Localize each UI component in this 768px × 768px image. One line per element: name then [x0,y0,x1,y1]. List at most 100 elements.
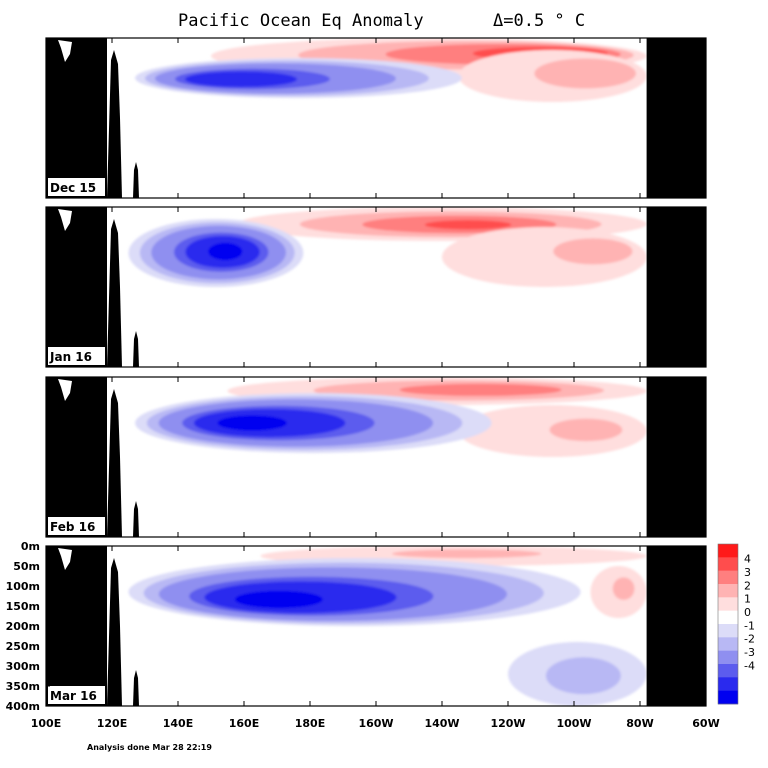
panel-frame [45,376,707,538]
panel-label: Feb 16 [50,520,95,534]
x-tick-label: 100W [556,717,591,730]
anomaly-contour-cold-3-8 [217,415,287,431]
panel-label-background [48,517,105,535]
land-island-small [133,331,139,367]
colorbar-label: -3 [744,646,755,659]
land-island-small [133,501,139,537]
colorbar-swatch [718,544,738,558]
sea-gap [58,379,72,401]
panel-label: Jan 16 [49,350,92,364]
x-tick-label: 160W [358,717,393,730]
land-island-ridge [107,389,122,537]
contour-interval: Δ=0.5 ° C [493,11,585,31]
colorbar-frame [717,543,739,705]
anomaly-contour-warm-2-3 [553,238,633,265]
anomaly-contour-cold-3-7 [194,74,265,85]
anomaly-field [128,207,647,287]
colorbar-swatch [718,677,738,691]
anomaly-field [128,546,647,706]
x-tick-label: 120E [97,717,127,730]
x-tick-label: 60W [692,717,719,730]
land-asia [46,546,107,706]
colorbar-swatch [718,570,738,585]
land-island-small [133,162,139,198]
anomaly-contour-warm-2-3 [612,577,635,600]
land-island-ridge [107,50,122,198]
colorbar-swatch [718,610,738,625]
y-tick-label: 0m [21,540,40,553]
land-americas [646,377,706,537]
panel-4: Mar 16 [45,545,707,707]
y-tick-label: 150m [6,600,40,613]
land-americas [646,38,706,198]
colorbar-label: -2 [744,633,755,646]
colorbar-label: -4 [744,659,755,672]
land-island-ridge [107,219,122,367]
panel-label-background [48,347,105,365]
panel-month-label-box: Mar 16 [48,686,105,704]
anomaly-contour-cold-3-8 [208,242,243,261]
y-tick-label: 100m [6,580,40,593]
anomaly-field [135,377,647,457]
land-asia [46,377,107,537]
panel-2: Jan 16 [45,206,707,368]
colorbar-label: 0 [744,606,751,619]
panel-label-background [48,686,105,704]
x-tick-label: 180E [295,717,325,730]
panel-label: Dec 15 [50,181,96,195]
panel-1: Dec 15 [45,37,707,199]
colorbar-label: 2 [744,579,751,592]
colorbar-swatch [718,664,738,678]
colorbar-swatch [718,637,738,651]
panel-frame [45,37,707,199]
chart-title: Pacific Ocean Eq Anomaly [178,11,424,31]
land-americas [646,207,706,367]
x-tick-label: 120W [490,717,525,730]
anomaly-contour-warm-2-3 [549,418,623,442]
colorbar-swatch [718,650,738,665]
panel-month-label-box: Feb 16 [48,517,105,535]
x-tick-label: 100E [31,717,61,730]
y-tick-label: 400m [6,700,40,713]
panel-month-label-box: Dec 15 [48,178,105,196]
anomaly-contour-warm-1-3 [392,549,542,559]
footer-note: Analysis done Mar 28 22:19 [87,743,212,752]
colorbar-swatch [718,557,738,571]
panel-month-label-box: Jan 16 [48,347,105,365]
x-tick-label: 160E [229,717,259,730]
panel-3: Feb 16 [45,376,707,538]
longitude-axis: 100E 120E 140E 160E 180E 160W 140W 120W 100W 80W 6… [31,717,720,730]
colorbar-label: 1 [744,593,751,606]
panel-label: Mar 16 [50,689,97,703]
land-mask [46,377,706,537]
colorbar-label: 3 [744,566,751,579]
x-tick-label: 80W [626,717,653,730]
x-tick-label: 140E [163,717,193,730]
anomaly-contour-warm-1-6 [442,385,541,394]
land-island-ridge [107,558,122,706]
land-mask [46,38,706,198]
anomaly-contour-warm-2-4 [572,62,631,82]
anomaly-field [135,38,647,102]
land-island-small [133,670,139,706]
y-tick-label: 250m [6,640,40,653]
y-tick-label: 50m [13,560,40,573]
colorbar-swatch [718,624,738,638]
sea-gap [58,209,72,231]
colorbar-swatch [718,597,738,611]
land-asia [46,38,107,198]
colorbar-swatch [718,584,738,598]
panel-label-background [48,178,105,196]
sea-gap [58,40,72,62]
anomaly-contour-warm-1-7 [424,220,512,230]
y-tick-label: 300m [6,660,40,673]
colorbar-swatch [718,690,738,705]
sea-gap [58,548,72,570]
land-americas [646,546,706,706]
land-mask [46,546,706,706]
anomaly-contour-cold-4-2 [545,657,621,695]
colorbar-label: -1 [744,619,755,632]
panels-group: Dec 15 Jan 16 Feb 16 Mar 16 [45,37,707,707]
